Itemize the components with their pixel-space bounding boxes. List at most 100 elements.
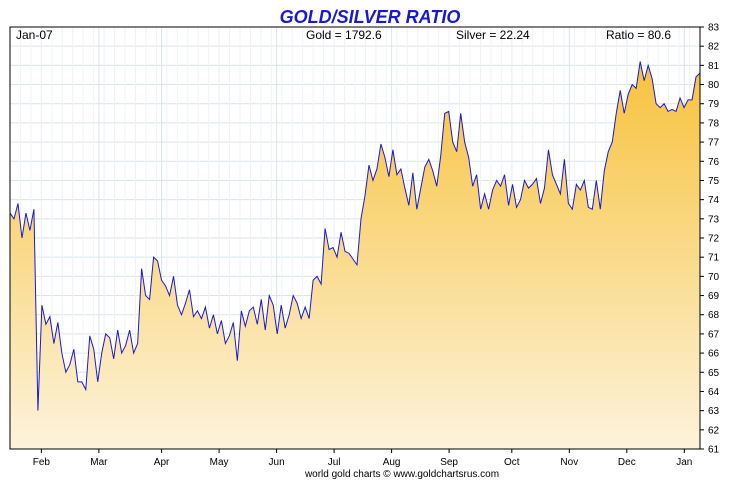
data-point [695, 76, 696, 77]
data-point [85, 389, 86, 390]
data-point [241, 310, 242, 311]
y-tick-label: 73 [708, 214, 720, 225]
data-point [604, 170, 605, 171]
y-tick-label: 75 [708, 176, 720, 187]
y-tick-label: 63 [708, 406, 720, 417]
data-point [667, 111, 668, 112]
y-tick-label: 68 [708, 310, 720, 321]
data-point [73, 349, 74, 350]
y-tick-label: 77 [708, 138, 720, 149]
data-point [460, 113, 461, 114]
data-point [273, 305, 274, 306]
data-point [436, 186, 437, 187]
data-point [492, 189, 493, 190]
data-point [125, 345, 126, 346]
data-point [612, 141, 613, 142]
data-point [424, 166, 425, 167]
data-point [636, 88, 637, 89]
y-tick-label: 67 [708, 329, 720, 340]
data-point [420, 188, 421, 189]
data-point [257, 324, 258, 325]
data-point [544, 188, 545, 189]
data-point [344, 251, 345, 252]
data-point [117, 329, 118, 330]
data-point [217, 333, 218, 334]
data-point [536, 178, 537, 179]
data-point [233, 322, 234, 323]
data-point [321, 283, 322, 284]
data-point [396, 174, 397, 175]
x-tick-label: Aug [383, 457, 401, 468]
data-point [141, 268, 142, 269]
data-point [225, 343, 226, 344]
data-point [253, 306, 254, 307]
data-point [512, 184, 513, 185]
data-point [664, 103, 665, 104]
data-point [189, 289, 190, 290]
y-tick-label: 71 [708, 253, 720, 264]
data-point [313, 280, 314, 281]
data-point [444, 113, 445, 114]
data-point [352, 259, 353, 260]
data-point [500, 186, 501, 187]
data-point [328, 249, 329, 250]
data-point [137, 343, 138, 344]
data-point [129, 329, 130, 330]
data-point [169, 295, 170, 296]
x-axis-ticks: Feb Mar Apr May Jun Jul Aug Sep Oct Nov Dec Jan [33, 449, 692, 468]
data-point [324, 228, 325, 229]
data-point [65, 372, 66, 373]
data-point [476, 174, 477, 175]
data-point [49, 316, 50, 317]
y-tick-label: 74 [708, 195, 720, 206]
data-point [41, 305, 42, 306]
data-point [584, 180, 585, 181]
data-point [109, 337, 110, 338]
data-point [297, 303, 298, 304]
y-tick-label: 69 [708, 291, 720, 302]
data-point [269, 295, 270, 296]
data-point [305, 306, 306, 307]
chart-title: GOLD/SILVER RATIO [280, 7, 461, 27]
data-point [101, 352, 102, 353]
data-point [332, 247, 333, 248]
data-point [671, 109, 672, 110]
header-date: Jan-07 [16, 28, 53, 42]
data-point [29, 230, 30, 231]
data-point [628, 94, 629, 95]
data-point [488, 209, 489, 210]
data-point [61, 352, 62, 353]
x-tick-label: Mar [90, 457, 108, 468]
data-point [652, 78, 653, 79]
y-tick-label: 78 [708, 118, 720, 129]
data-point [660, 107, 661, 108]
data-point [301, 318, 302, 319]
data-point [408, 205, 409, 206]
y-tick-label: 65 [708, 368, 720, 379]
x-tick-label: Nov [560, 457, 578, 468]
data-point [540, 203, 541, 204]
data-point [157, 260, 158, 261]
data-point [281, 305, 282, 306]
data-point [336, 257, 337, 258]
data-point [149, 299, 150, 300]
data-point [564, 159, 565, 160]
data-point [432, 170, 433, 171]
x-tick-label: May [210, 457, 229, 468]
x-tick-label: Feb [33, 457, 51, 468]
ratio-series-line [9, 61, 701, 411]
data-point [687, 99, 688, 100]
data-point [121, 352, 122, 353]
data-point [388, 176, 389, 177]
data-point [380, 143, 381, 144]
data-point [592, 209, 593, 210]
ratio-area-fill [10, 61, 700, 449]
data-point [616, 113, 617, 114]
data-point [57, 322, 58, 323]
data-point [261, 299, 262, 300]
x-tick-label: Sep [440, 457, 458, 468]
data-point [456, 151, 457, 152]
data-point [548, 149, 549, 150]
data-point [97, 381, 98, 382]
data-point [368, 165, 369, 166]
